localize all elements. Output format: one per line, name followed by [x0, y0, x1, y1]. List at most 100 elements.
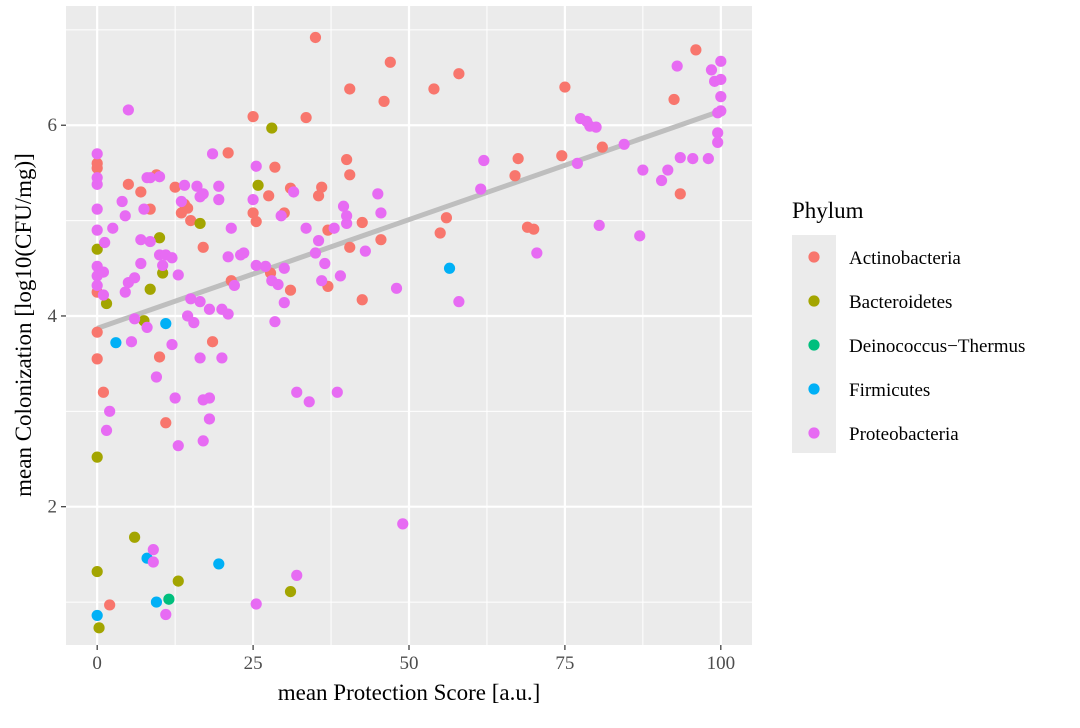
data-point-actinobacteria [596, 141, 608, 153]
data-point-actinobacteria [185, 214, 197, 227]
data-point-actinobacteria [556, 150, 568, 162]
data-point-proteobacteria [259, 260, 272, 272]
data-point-proteobacteria [203, 392, 216, 404]
data-point-proteobacteria [194, 352, 206, 364]
x-axis-title: mean Protection Score [a.u.] [278, 680, 541, 705]
y-axis-title: mean Colonization [log10(CFU/mg)] [11, 153, 36, 497]
data-point-bacteroidetes [194, 217, 206, 230]
data-point-proteobacteria [135, 234, 147, 246]
data-point-proteobacteria [191, 180, 203, 192]
data-point-proteobacteria [715, 105, 727, 117]
data-point-proteobacteria [278, 297, 290, 309]
data-point-proteobacteria [272, 278, 284, 291]
data-point-proteobacteria [397, 518, 409, 530]
data-point-actinobacteria [428, 83, 440, 95]
data-point-actinobacteria [300, 111, 312, 124]
data-point-proteobacteria [319, 257, 331, 270]
data-point-actinobacteria [668, 93, 680, 106]
legend: Phylum Actinobacteria Bacteroidetes Deinoc… [792, 198, 1025, 453]
data-point-proteobacteria [172, 269, 184, 281]
data-point-proteobacteria [222, 251, 234, 263]
data-point-actinobacteria [312, 190, 325, 202]
data-point-proteobacteria [250, 598, 262, 610]
data-point-proteobacteria [203, 413, 216, 425]
data-point-proteobacteria [144, 235, 156, 248]
data-point-proteobacteria [375, 207, 387, 219]
data-point-bacteroidetes [172, 575, 184, 587]
data-point-proteobacteria [166, 338, 178, 351]
data-point-bacteroidetes [91, 565, 103, 578]
data-point-actinobacteria [247, 207, 259, 219]
data-point-proteobacteria [144, 172, 156, 184]
data-point-proteobacteria [328, 222, 340, 234]
data-point-actinobacteria [528, 223, 540, 235]
data-point-proteobacteria [172, 440, 184, 452]
data-point-proteobacteria [203, 303, 216, 315]
data-point-proteobacteria [715, 55, 727, 67]
data-point-proteobacteria [312, 235, 325, 247]
data-point-proteobacteria [160, 608, 172, 621]
data-point-actinobacteria [135, 186, 147, 198]
data-point-actinobacteria [690, 44, 702, 56]
data-point-firmicutes [160, 317, 172, 330]
data-point-actinobacteria [674, 188, 686, 200]
y-axis-ticks: 2 4 6 [48, 115, 66, 518]
data-point-bacteroidetes [153, 232, 166, 244]
data-point-proteobacteria [91, 224, 103, 236]
data-point-proteobacteria [334, 270, 346, 282]
data-point-proteobacteria [206, 148, 219, 160]
data-point-proteobacteria [91, 178, 103, 190]
data-point-proteobacteria [337, 200, 350, 212]
data-point-firmicutes [150, 596, 163, 608]
data-point-proteobacteria [138, 203, 150, 215]
data-point-proteobacteria [390, 282, 403, 294]
data-point-proteobacteria [185, 293, 197, 305]
data-point-proteobacteria [129, 313, 141, 325]
data-point-bacteroidetes [91, 451, 103, 463]
data-point-actinobacteria [512, 152, 524, 165]
data-point-proteobacteria [175, 195, 187, 208]
data-point-proteobacteria [122, 104, 134, 116]
data-point-actinobacteria [453, 68, 465, 80]
data-point-proteobacteria [341, 217, 353, 230]
data-point-bacteroidetes [252, 179, 264, 191]
data-point-proteobacteria [291, 386, 303, 398]
data-point-proteobacteria [119, 210, 131, 222]
data-point-proteobacteria [197, 435, 209, 447]
data-point-proteobacteria [91, 148, 103, 160]
data-point-proteobacteria [687, 152, 699, 165]
data-point-proteobacteria [478, 154, 490, 167]
x-tick-label: 25 [244, 653, 263, 674]
data-point-proteobacteria [188, 317, 200, 329]
legend-label: Firmicutes [849, 380, 930, 401]
data-point-proteobacteria [316, 275, 328, 287]
data-point-actinobacteria [197, 241, 209, 253]
data-point-proteobacteria [331, 386, 343, 398]
data-points [91, 31, 727, 634]
data-point-proteobacteria [153, 171, 166, 183]
data-point-proteobacteria [91, 279, 103, 292]
data-point-proteobacteria [99, 236, 111, 249]
legend-key [808, 339, 820, 351]
data-point-actinobacteria [160, 417, 172, 429]
legend-key [808, 251, 820, 263]
data-point-proteobacteria [194, 296, 206, 308]
data-point-proteobacteria [637, 164, 649, 176]
x-tick-label: 75 [555, 653, 574, 674]
data-point-actinobacteria [378, 95, 390, 107]
data-point-actinobacteria [206, 336, 219, 348]
data-point-proteobacteria [303, 396, 315, 408]
data-point-proteobacteria [475, 183, 487, 195]
data-point-proteobacteria [674, 152, 686, 164]
data-point-proteobacteria [157, 259, 169, 272]
data-point-proteobacteria [97, 266, 110, 278]
data-point-actinobacteria [263, 190, 275, 202]
data-point-proteobacteria [300, 222, 312, 234]
data-point-proteobacteria [453, 296, 465, 308]
data-point-firmicutes [91, 609, 103, 622]
data-point-proteobacteria [178, 179, 191, 191]
data-point-firmicutes [110, 337, 122, 349]
data-point-actinobacteria [104, 599, 116, 611]
